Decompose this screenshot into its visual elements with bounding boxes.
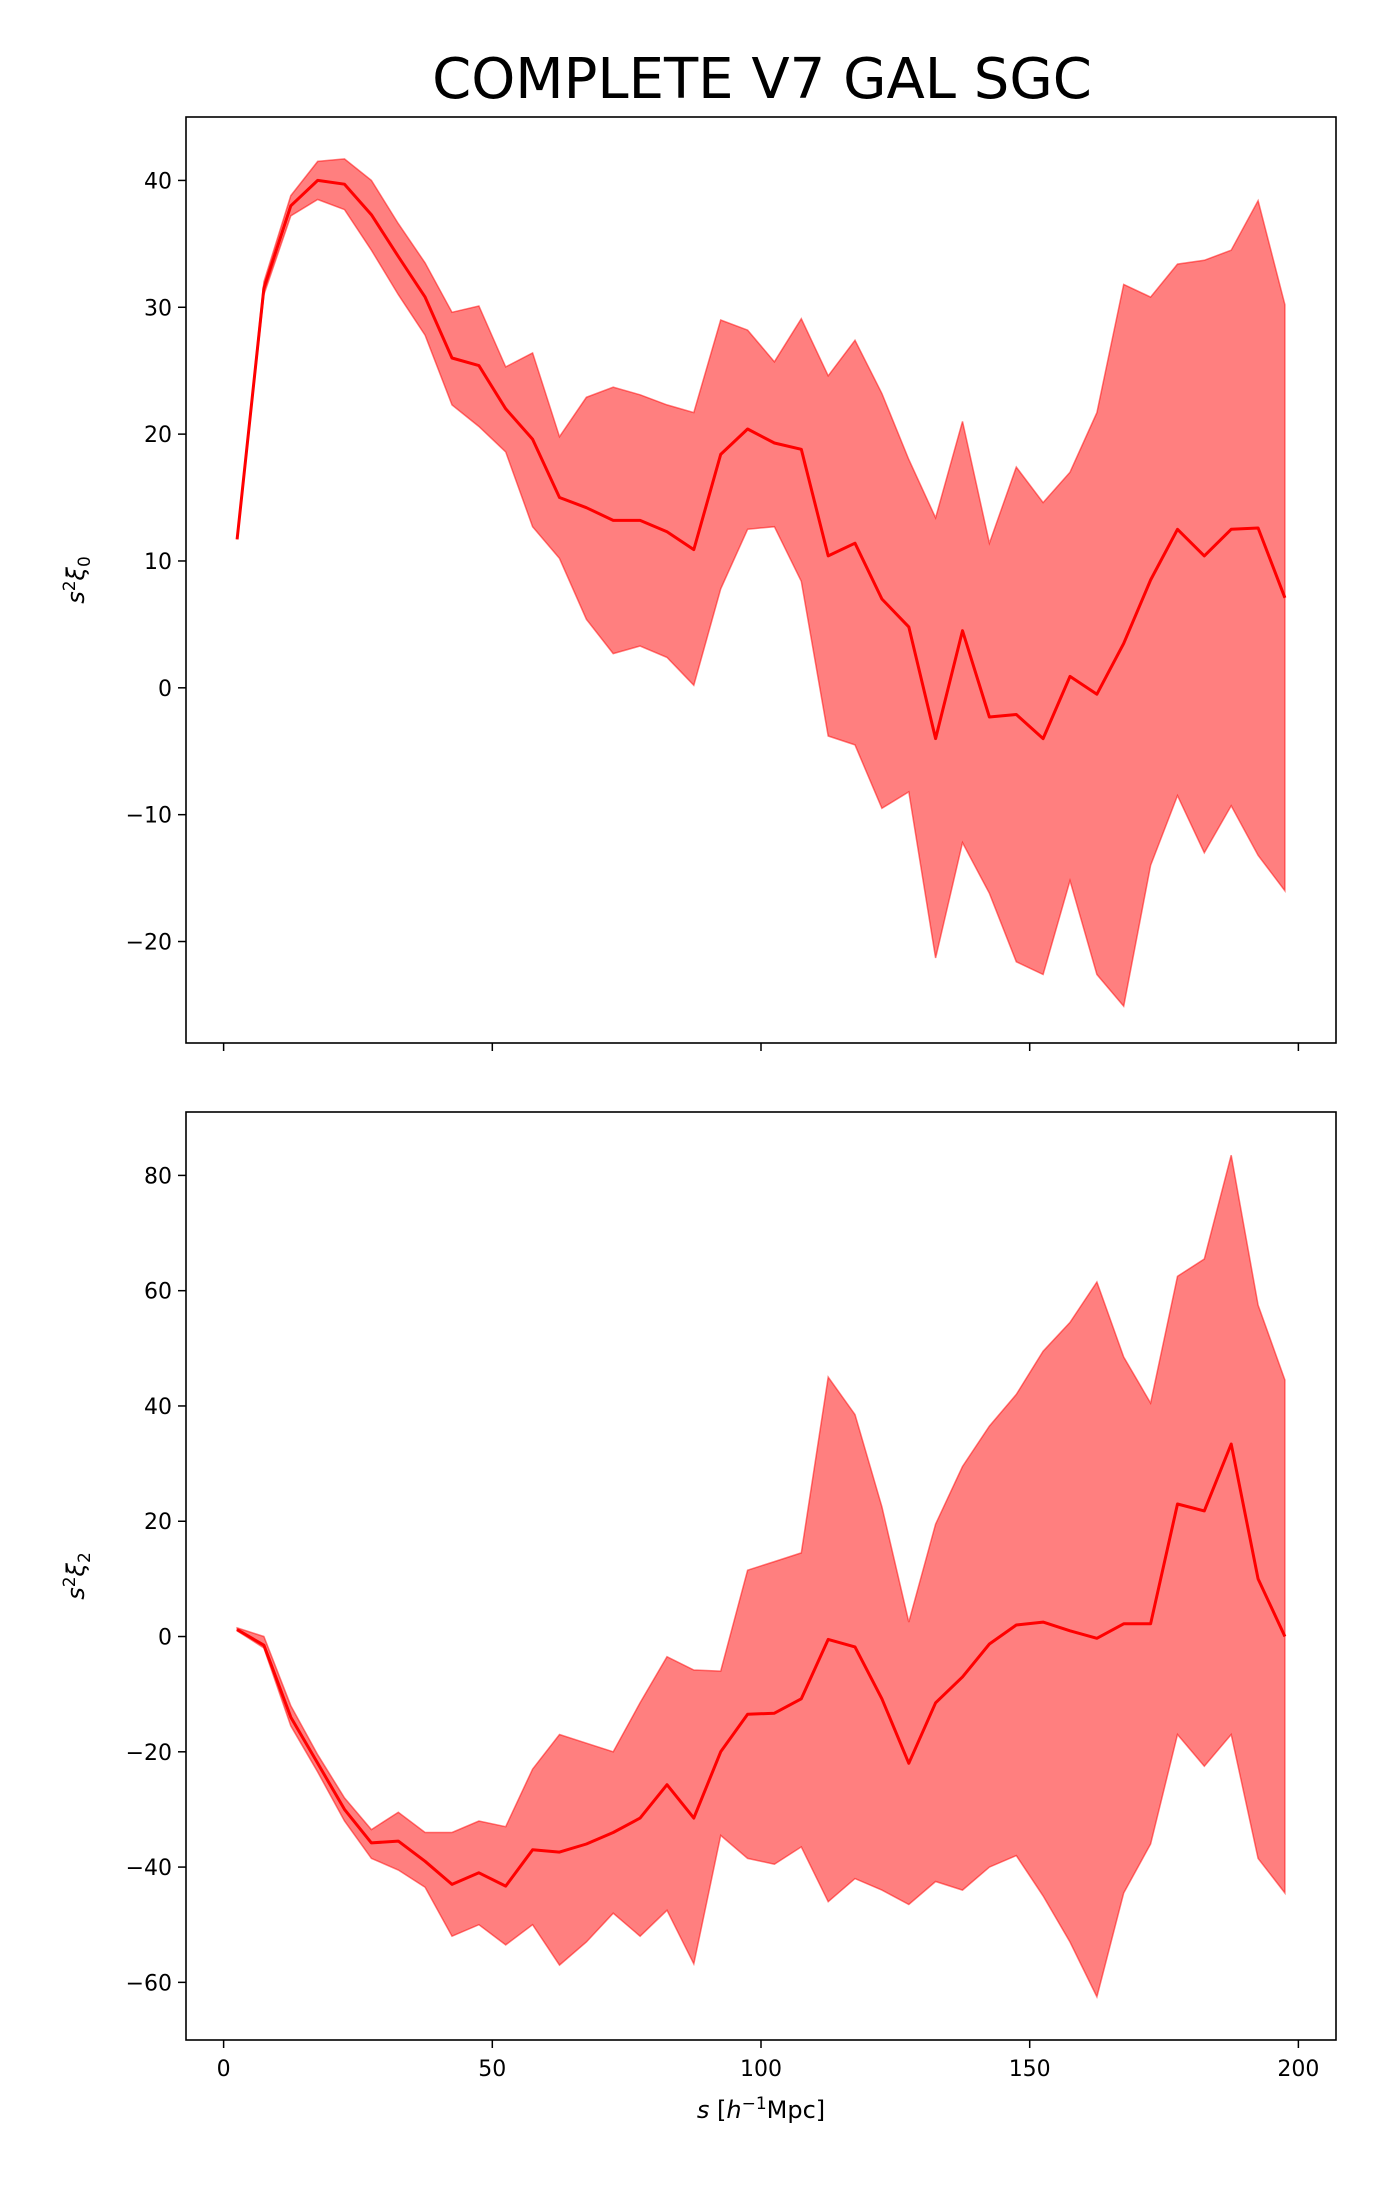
y-tick-label: 20	[144, 423, 172, 448]
y-tick-label: 0	[158, 677, 172, 702]
y-tick-label: 40	[144, 169, 172, 194]
y-tick-label: 0	[158, 1626, 172, 1651]
chart-title: COMPLETE V7 GAL SGC	[432, 47, 1092, 112]
y-tick-label: −60	[126, 1971, 172, 1996]
y-axis-label: s2ξ0	[60, 556, 95, 604]
series-line	[235, 178, 1287, 741]
x-tick-label: 200	[1277, 2057, 1319, 2082]
y-tick-label: 40	[144, 1395, 172, 1420]
y-tick-label: 60	[144, 1280, 172, 1305]
y-tick-label: 80	[144, 1164, 172, 1189]
y-tick-label: −20	[126, 931, 172, 956]
error-band	[236, 158, 1286, 1008]
panel-monopole: −20 −10 0 10 20 30 40 s2ξ0	[60, 116, 1337, 1051]
x-tick-label: 150	[1009, 2057, 1051, 2082]
y-axis-label: s2ξ2	[60, 1552, 95, 1600]
x-axis-label: s [h−1Mpc]	[697, 2094, 825, 2124]
panel-quadrupole: 0 50 100 150 200 −60 −40 −20 0 20 40 60 80 s2ξ2 s [h−1…	[60, 1111, 1337, 2124]
y-tick-label: −20	[126, 1741, 172, 1766]
error-band	[236, 1155, 1286, 1999]
y-tick-label: 10	[144, 550, 172, 575]
y-tick-label: 30	[144, 296, 172, 321]
y-tick-label: −40	[126, 1856, 172, 1881]
y-tick-label: 20	[144, 1510, 172, 1535]
x-tick-label: 50	[478, 2057, 506, 2082]
x-tick-label: 0	[217, 2057, 231, 2082]
x-tick-label: 100	[740, 2057, 782, 2082]
y-tick-label: −10	[126, 804, 172, 829]
series-line	[236, 1442, 1287, 1888]
